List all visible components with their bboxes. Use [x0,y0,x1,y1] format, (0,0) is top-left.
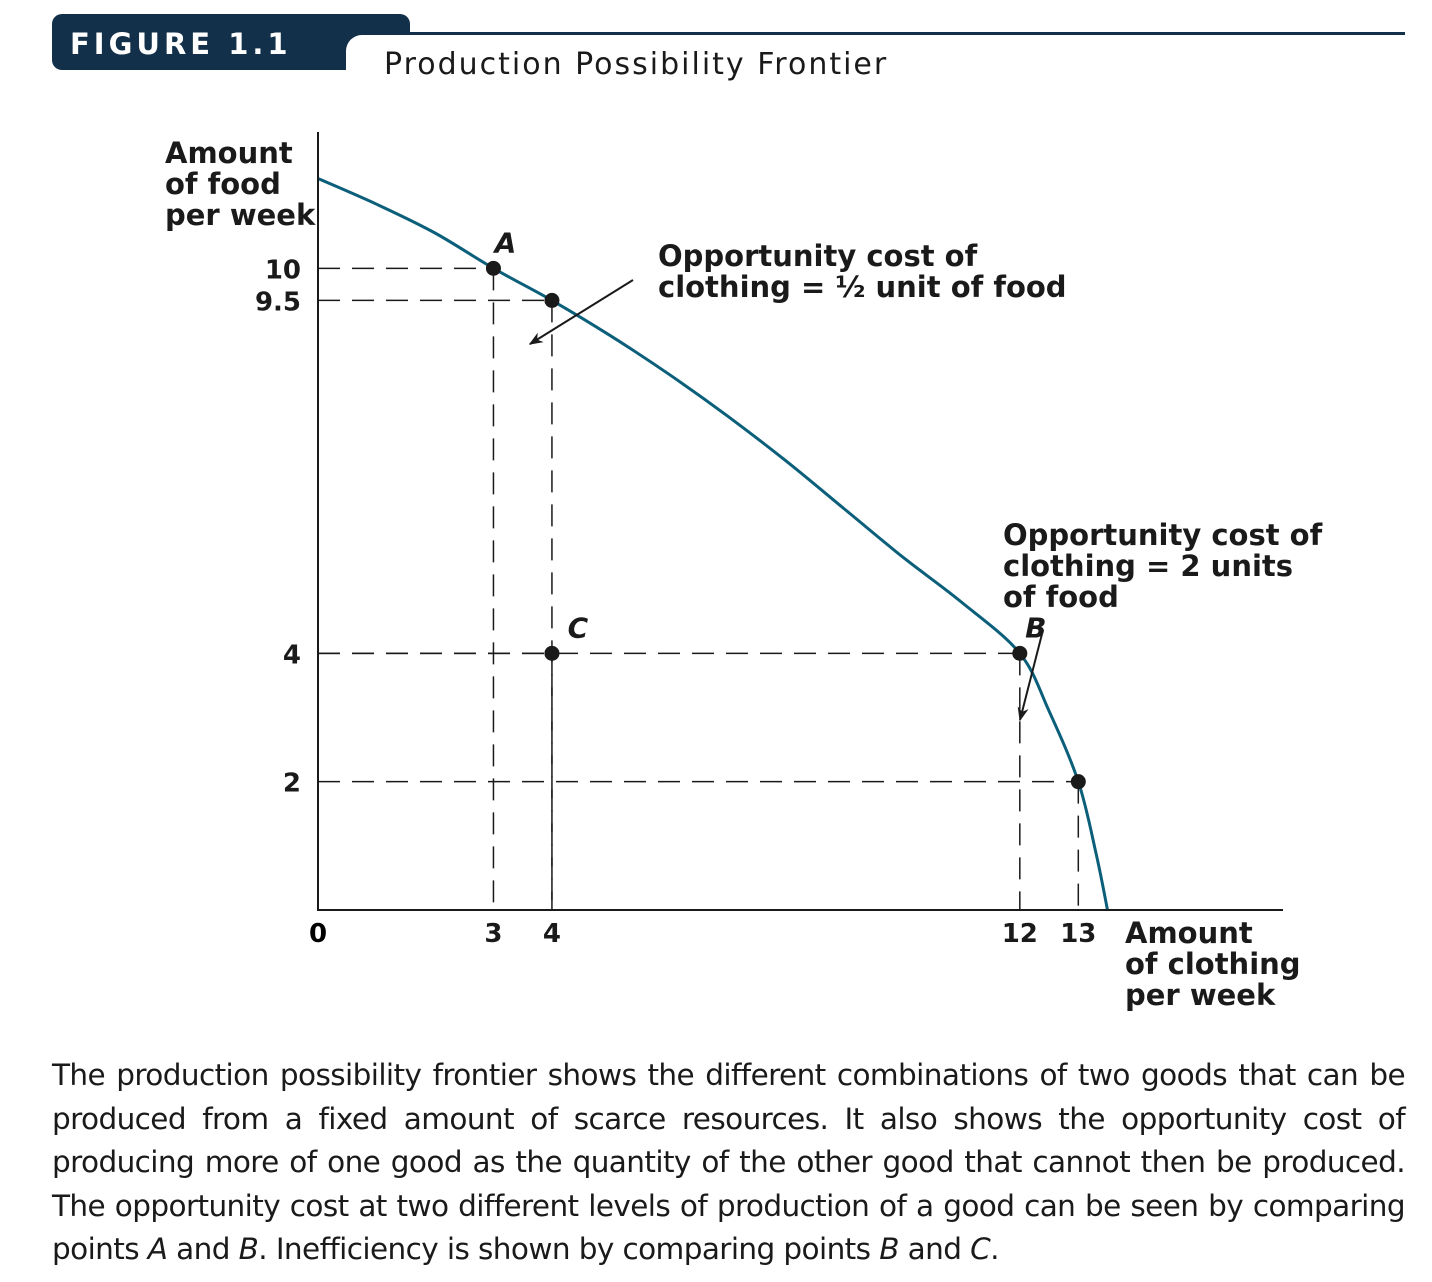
caption-text-2: and [167,1232,239,1266]
figure-label: FIGURE 1.1 [70,27,292,61]
caption-text-4: and [898,1232,971,1266]
y-tick-label-0: 10 [265,255,301,285]
x-tick-labels: 3 4 12 13 [484,919,1096,949]
origin-label: 0 [309,919,327,949]
y-axis-label-line-3: per week [165,198,316,232]
annotation-high-cost-arrow [1017,629,1044,722]
caption-text-3: . Inefficiency is shown by comparing poi… [258,1232,880,1266]
annotation-low-cost-line-1: Opportunity cost of [658,239,978,273]
caption-text-5: . [990,1232,999,1266]
y-axis-label-line-2: of food [165,167,281,201]
annotation-low-cost-line-2: clothing = ½ unit of food [658,270,1067,304]
caption-point-b: B [238,1232,259,1266]
annotation-high-cost-line-2: clothing = 2 units [1003,549,1293,583]
x-tick-label-0: 3 [484,919,502,949]
frontier-curve [317,177,1109,911]
annotation-low-cost-arrow [528,279,634,345]
x-tick-label-2: 12 [1002,919,1038,949]
x-axis-label-line-3: per week [1125,978,1276,1012]
data-point-2 [544,645,560,661]
y-axis-label-line-1: Amount [165,136,293,170]
data-point-1 [544,292,560,308]
x-axis-label-line-1: Amount [1125,916,1253,950]
data-point-0 [485,260,501,276]
y-tick-label-2: 4 [283,640,301,670]
x-tick-label-3: 13 [1060,919,1096,949]
caption-text-1: The production possibility frontier show… [52,1058,1406,1266]
point-label-a: A [493,226,517,259]
y-tick-label-1: 9.5 [255,287,301,317]
caption-point-a: A [147,1232,168,1266]
guide-lines [318,267,1080,910]
annotation-high-cost: Opportunity cost of clothing = 2 units o… [1003,518,1332,614]
annotation-low-cost: Opportunity cost of clothing = ½ unit of… [658,239,1067,304]
caption-point-c: C [970,1232,991,1266]
annotation-high-cost-line-3: of food [1003,580,1119,614]
data-point-3 [1012,645,1028,661]
data-points [485,260,1086,790]
title-notch [346,35,416,75]
caption-point-b-second: B [879,1232,899,1266]
point-label-b: B [1025,611,1046,644]
data-point-4 [1070,774,1086,790]
figure-title: Production Possibility Frontier [384,47,889,82]
y-tick-label-3: 2 [283,769,301,799]
title-rule [345,32,1405,35]
x-tick-label-1: 4 [543,919,561,949]
x-axis-label: Amount of clothing per week [1125,916,1311,1012]
annotation-high-cost-line-1: Opportunity cost of [1003,518,1323,552]
ppf-chart: 109.5 4 2 3 4 12 13 A C B 0 Amount of food per … [165,132,1332,1012]
figure-caption: The production possibility frontier show… [52,1054,1406,1272]
y-axis-label: Amount of food per week [165,136,316,232]
point-label-c: C [568,611,589,644]
x-axis-label-line-2: of clothing [1125,947,1301,981]
y-tick-labels: 109.5 4 2 [255,255,301,798]
